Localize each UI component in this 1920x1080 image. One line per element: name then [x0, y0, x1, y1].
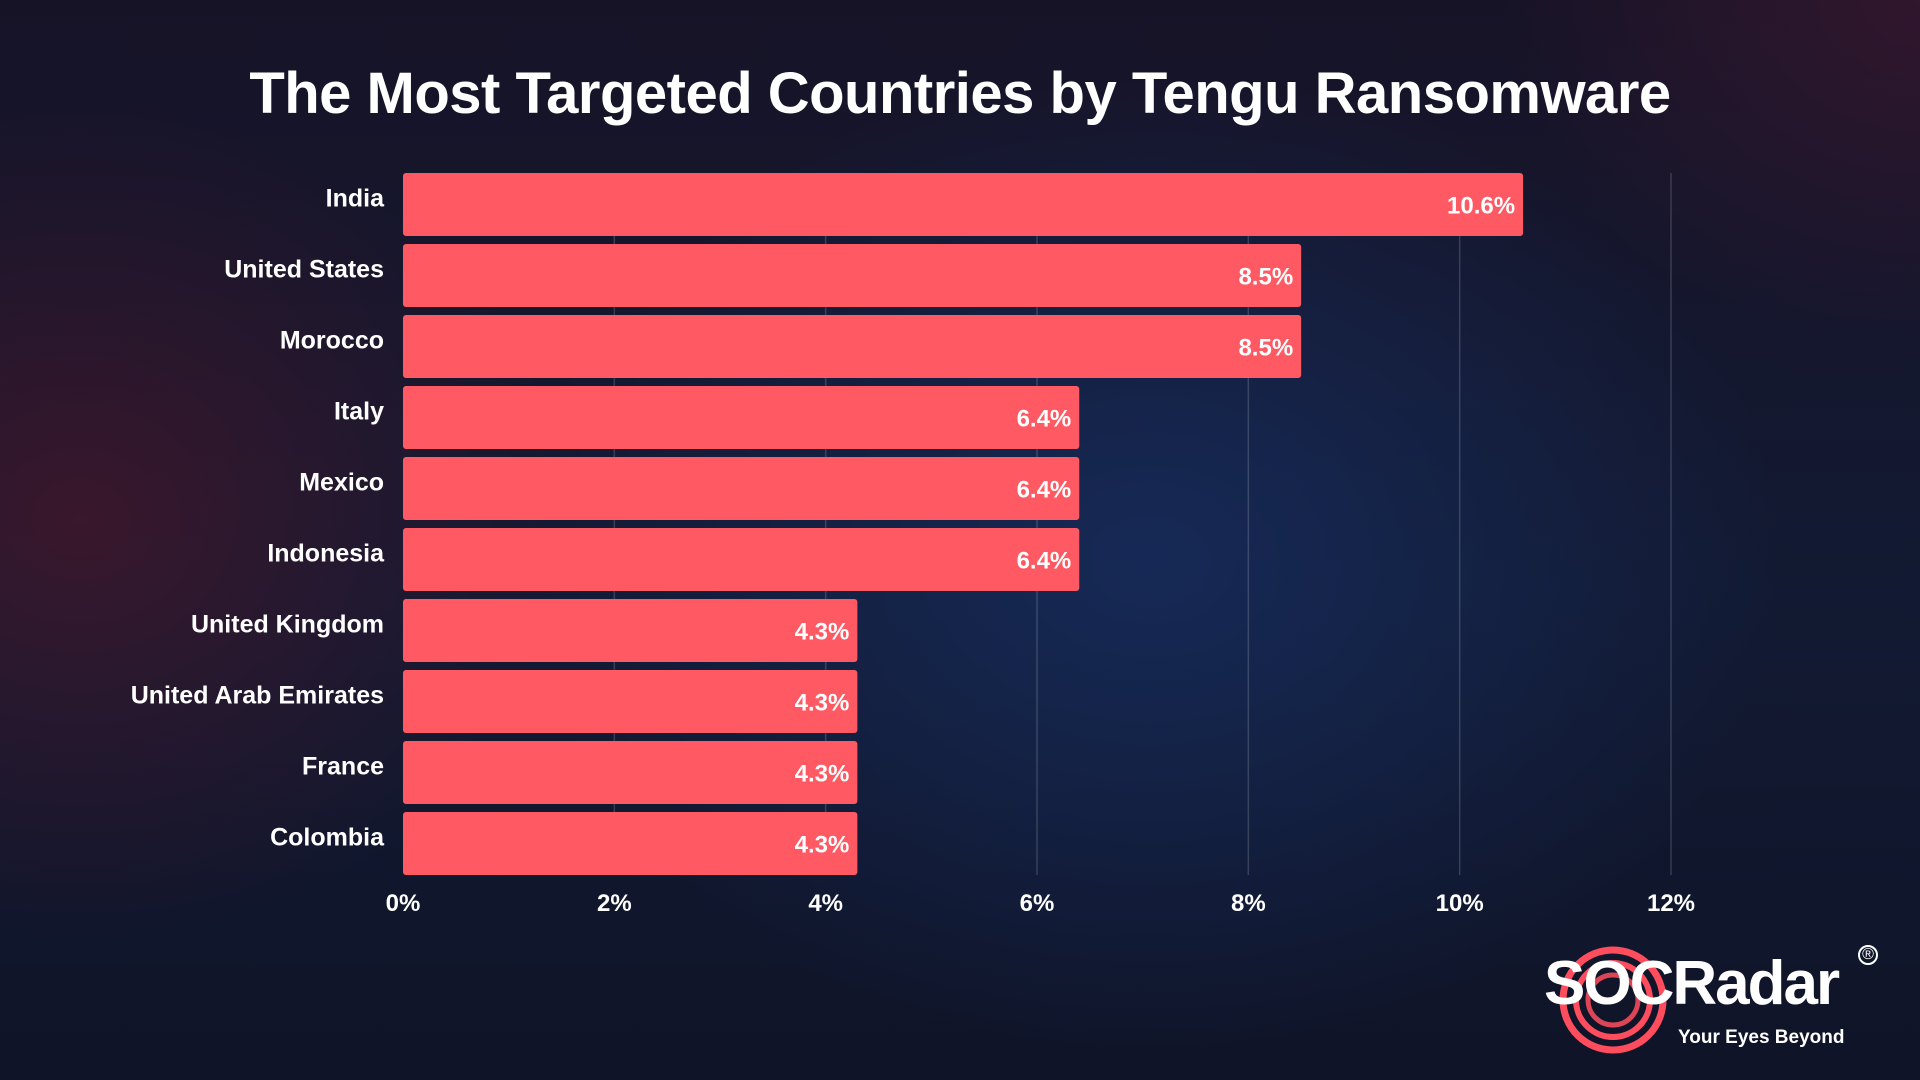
bar [403, 315, 1302, 378]
chart-title: The Most Targeted Countries by Tengu Ran… [249, 61, 1671, 126]
bar-value-label: 8.5% [1238, 335, 1293, 362]
bar-value-label: 4.3% [795, 761, 850, 788]
logo-tagline: Your Eyes Beyond [1678, 1027, 1845, 1048]
bar-value-label: 6.4% [1017, 477, 1072, 504]
category-label: United States [224, 256, 384, 284]
x-tick-label: 2% [597, 890, 632, 917]
bar [403, 670, 858, 733]
bar-value-label: 8.5% [1238, 264, 1293, 291]
registered-mark: ® [1858, 945, 1878, 965]
category-label: United Arab Emirates [131, 682, 384, 710]
bar-value-label: 6.4% [1017, 406, 1072, 433]
bar [403, 599, 858, 662]
bar-value-label: 4.3% [795, 690, 850, 717]
bar [403, 244, 1302, 307]
bar [403, 386, 1080, 449]
bar [403, 173, 1524, 236]
logo-wordmark: SOCRadar [1544, 949, 1840, 1018]
x-tick-label: 12% [1647, 890, 1695, 917]
x-tick-label: 0% [386, 890, 421, 917]
bar [403, 741, 858, 804]
category-labels: India United States Morocco Italy Mexico Indo… [131, 185, 385, 852]
bar-value-label: 4.3% [795, 832, 850, 859]
radar-icon [1559, 946, 1667, 1054]
x-axis-ticks: 0% 2% 4% 6% 8% 10% 12% [386, 890, 1695, 917]
bar-value-label: 6.4% [1017, 548, 1072, 575]
category-label: Italy [334, 398, 384, 426]
socradar-logo: SOCRadar ® Your Eyes Beyond [1540, 945, 1880, 1055]
bar-value-label: 4.3% [795, 619, 850, 646]
bar [403, 812, 858, 875]
category-label: Morocco [280, 327, 384, 355]
category-label: Indonesia [267, 540, 385, 568]
category-label: France [302, 753, 384, 781]
category-label: United Kingdom [191, 611, 384, 639]
bar [403, 457, 1080, 520]
x-tick-label: 4% [808, 890, 843, 917]
category-label: Mexico [299, 469, 384, 497]
x-tick-label: 8% [1231, 890, 1266, 917]
bars: 10.6% 8.5% 8.5% 6.4% 6.4% 6.4% 4.3% 4.3% 4.3% 4.3… [403, 173, 1524, 875]
category-label: Colombia [270, 824, 385, 852]
bar-value-label: 10.6% [1447, 193, 1515, 220]
x-tick-label: 6% [1020, 890, 1055, 917]
category-label: India [326, 185, 385, 213]
x-tick-label: 10% [1436, 890, 1484, 917]
bar [403, 528, 1080, 591]
